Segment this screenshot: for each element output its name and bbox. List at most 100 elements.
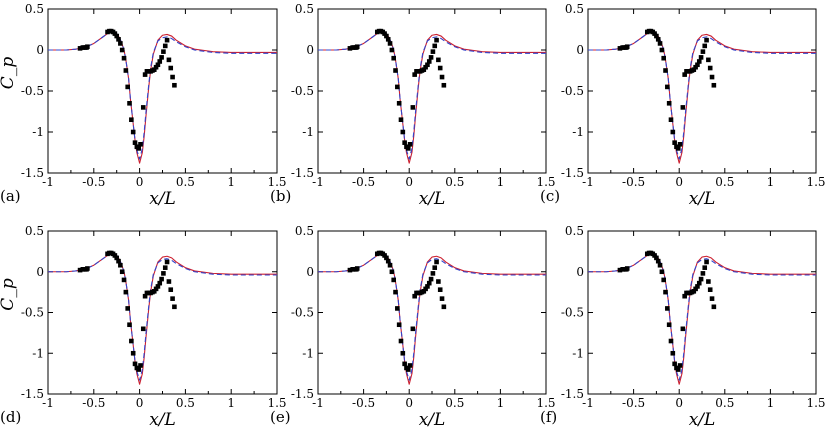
data-point-marker <box>426 280 432 286</box>
data-point-marker <box>617 267 623 273</box>
data-point-marker <box>668 117 674 122</box>
y-tick-label: -1.5 <box>561 387 584 401</box>
data-point-marker <box>624 44 630 50</box>
x-tick-label: -1 <box>582 396 594 410</box>
data-point-marker <box>421 289 427 294</box>
data-point-marker <box>396 322 402 328</box>
data-point-marker <box>155 62 161 68</box>
data-point-marker <box>161 271 166 276</box>
x-tick-label: 0.5 <box>715 175 734 189</box>
y-tick-label: 0 <box>36 43 44 57</box>
panel-5: -1 -0.5 0 0.5 1 1.50.50-0.5-1-1.5(e) x/L <box>270 224 556 430</box>
data-point-marker <box>698 276 704 282</box>
data-point-marker <box>425 284 430 289</box>
x-tick-label: 0 <box>675 175 683 189</box>
x-tick-label: 1 <box>767 175 775 189</box>
panel-6: -1 -0.5 0 0.5 1 1.50.50-0.5-1-1.5(f) x/L <box>540 224 826 430</box>
data-point-marker <box>430 271 436 276</box>
data-point-marker <box>436 279 441 284</box>
data-point-marker <box>402 140 407 145</box>
data-point-marker <box>706 57 711 63</box>
y-tick-label: 0 <box>576 265 584 279</box>
data-point-marker <box>657 262 663 268</box>
y-tick-label: -1 <box>572 346 584 360</box>
plot-area <box>318 28 546 164</box>
data-point-marker <box>693 64 698 70</box>
x-tick-label: 1 <box>497 396 505 410</box>
data-point-marker <box>402 361 407 367</box>
panel-1: -1 -0.5 0 0.5 1 1.50.50-0.5-1-1.5(a) x/LC_p <box>0 2 287 209</box>
data-point-marker <box>624 266 630 271</box>
data-point-marker <box>704 259 709 265</box>
data-point-marker <box>140 105 146 110</box>
y-tick-label: 0 <box>36 265 44 279</box>
x-tick-label: 1.5 <box>267 175 286 189</box>
data-point-marker <box>405 146 411 151</box>
x-tick-label: -1 <box>42 175 54 189</box>
data-point-marker <box>434 259 439 265</box>
data-point-marker <box>123 68 129 73</box>
data-point-marker <box>432 265 438 270</box>
data-point-marker <box>432 43 438 49</box>
data-point-marker <box>680 105 686 110</box>
x-tick-label: 1.5 <box>267 396 286 410</box>
plot-frame <box>587 8 817 174</box>
data-point-marker <box>166 279 172 284</box>
data-point-marker <box>711 304 717 310</box>
data-point-marker <box>702 43 708 49</box>
panel-3: -1 -0.5 0 0.5 1 1.50.50-0.5-1-1.5(c) x/L <box>540 2 826 209</box>
data-point-marker <box>385 37 391 42</box>
x-tick-label: 1.5 <box>536 175 555 189</box>
data-point-marker <box>434 37 439 43</box>
data-point-marker <box>116 258 121 264</box>
data-point-marker <box>157 280 163 286</box>
data-point-marker <box>663 68 668 73</box>
y-tick-label: -1.5 <box>21 387 44 401</box>
data-point-marker <box>698 55 704 60</box>
data-point-marker <box>140 326 146 332</box>
plot-frame <box>47 230 278 395</box>
data-point-marker <box>112 253 118 258</box>
data-point-marker <box>412 72 417 77</box>
data-point-marker <box>172 82 177 88</box>
data-point-marker <box>161 49 166 54</box>
data-point-marker <box>118 41 123 46</box>
y-axis-label: C_p <box>0 57 18 90</box>
data-point-marker <box>677 363 683 368</box>
data-point-marker <box>77 46 83 51</box>
data-point-marker <box>682 72 687 77</box>
data-point-marker <box>437 287 443 292</box>
x-axis-label: x/L <box>149 410 176 430</box>
data-point-marker <box>691 67 697 72</box>
data-point-marker <box>655 37 661 42</box>
x-tick-label: 0.5 <box>176 396 195 410</box>
data-point-marker <box>426 59 432 64</box>
data-point-marker <box>354 266 360 271</box>
data-point-marker <box>439 74 445 80</box>
data-point-marker <box>112 31 118 36</box>
data-point-marker <box>707 65 713 71</box>
data-point-marker <box>675 367 681 372</box>
x-tick-label: 1 <box>497 175 505 189</box>
data-point-marker <box>387 41 393 46</box>
x-tick-label: -0.5 <box>352 175 375 189</box>
panel-label: (b) <box>270 187 291 205</box>
x-tick-label: 0 <box>675 396 683 410</box>
data-point-marker <box>675 146 681 151</box>
data-point-marker <box>693 286 698 292</box>
y-tick-label: 0 <box>306 265 314 279</box>
data-point-marker <box>155 284 161 289</box>
data-point-marker <box>704 37 709 43</box>
y-tick-label: -1 <box>32 125 44 139</box>
x-tick-label: 0 <box>405 396 413 410</box>
data-point-marker <box>398 117 404 122</box>
data-point-marker <box>668 338 674 344</box>
y-tick-label: 0.5 <box>565 224 584 238</box>
data-point-marker <box>347 267 353 273</box>
y-tick-label: -1 <box>302 125 314 139</box>
data-point-marker <box>666 101 672 106</box>
data-point-marker <box>696 280 702 286</box>
x-tick-label: 0 <box>136 396 144 410</box>
data-point-marker <box>125 306 130 311</box>
